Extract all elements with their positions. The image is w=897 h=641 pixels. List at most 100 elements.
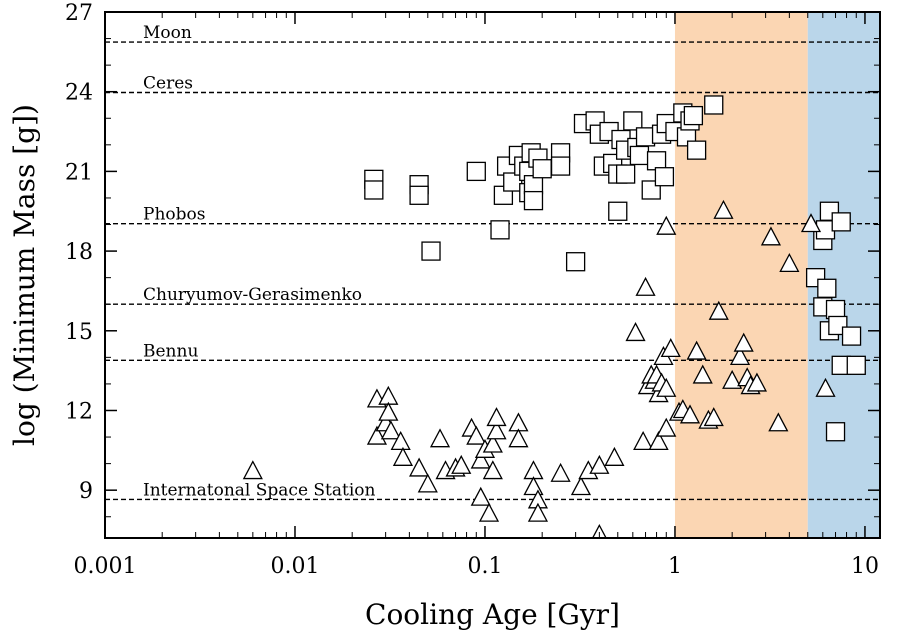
square-point-32: [615, 164, 636, 184]
triangle-point-69: [779, 252, 800, 273]
triangle-point-58: [703, 407, 724, 427]
triangle-point-63: [733, 332, 754, 352]
triangle-point-0: [242, 460, 263, 480]
square-point-54: [817, 278, 837, 298]
triangle-point-54: [679, 404, 701, 424]
y-tick-label-1: 12: [65, 399, 93, 424]
triangle-point-70: [800, 213, 822, 233]
axis-ticks: 0.001 0.01 0.1 1 10 9 12 15 18 21 24 27: [65, 1, 880, 579]
x-tick-label-4: 10: [851, 554, 879, 579]
triangle-point-67: [760, 226, 782, 246]
triangle-point-38: [633, 430, 654, 451]
triangle-point-60: [713, 199, 734, 219]
square-point-33: [623, 111, 643, 131]
plot-frame: [104, 11, 881, 539]
y-tick-label-6: 27: [65, 1, 93, 26]
triangle-point-4: [378, 385, 399, 405]
reference-label-2: Phobos: [143, 205, 205, 225]
x-tick-label-1: 0.01: [270, 554, 319, 579]
triangle-point-14: [451, 454, 472, 474]
triangle-point-61: [722, 369, 743, 389]
square-point-6: [490, 220, 510, 240]
triangle-point-36: [604, 446, 625, 466]
square-point-52: [831, 212, 851, 232]
triangle-point-6: [380, 420, 402, 440]
shaded-region-0: [674, 12, 808, 538]
triangle-point-59: [708, 300, 729, 320]
reference-label-5: Internatonal Space Station: [143, 480, 376, 500]
triangle-point-66: [746, 372, 768, 392]
y-tick-label-5: 24: [65, 81, 93, 106]
square-point-61: [846, 355, 866, 375]
triangle-point-10: [417, 473, 438, 493]
triangle-point-21: [482, 460, 503, 480]
square-point-1: [364, 180, 384, 200]
triangle-point-22: [482, 433, 503, 453]
triangle-point-71: [815, 377, 836, 397]
y-tick-label-3: 18: [65, 240, 93, 265]
reference-label-4: Bennu: [143, 341, 198, 361]
x-tick-label-2: 0.1: [467, 554, 502, 579]
square-point-28: [608, 201, 628, 221]
square-point-62: [825, 422, 846, 442]
reference-label-1: Ceres: [143, 73, 193, 93]
square-point-18: [532, 159, 552, 179]
triangle-point-27: [523, 460, 544, 480]
triangle-point-26: [508, 428, 529, 448]
square-point-9: [503, 172, 523, 192]
square-point-21: [565, 252, 586, 272]
triangle-point-25: [508, 412, 529, 432]
triangle-point-50: [656, 215, 677, 235]
reference-lines: Moon Ceres Phobos Churyumov-Gerasimenko Benn…: [105, 23, 880, 500]
square-point-3: [409, 185, 429, 205]
triangle-point-30: [527, 502, 549, 522]
reference-label-0: Moon: [143, 23, 192, 43]
triangle-point-56: [692, 364, 713, 384]
square-point-4: [421, 241, 441, 261]
square-point-59: [841, 326, 862, 346]
triangle-point-48: [656, 377, 677, 397]
triangle-point-35: [589, 454, 610, 474]
square-point-40: [654, 167, 675, 187]
y-tick-label-0: 9: [79, 479, 93, 504]
triangle-point-51: [660, 337, 681, 358]
triangle-point-39: [635, 276, 656, 296]
triangle-point-45: [648, 430, 669, 451]
triangle-point-34: [591, 523, 607, 538]
square-point-16: [523, 190, 544, 211]
triangle-point-49: [656, 417, 677, 437]
triangle-point-9: [409, 457, 430, 477]
triangle-point-17: [470, 449, 491, 469]
y-tick-label-4: 21: [65, 160, 93, 185]
triangle-point-7: [390, 430, 411, 451]
triangle-point-37: [625, 322, 646, 342]
square-point-46: [683, 105, 704, 126]
triangle-point-23: [486, 420, 507, 440]
triangle-point-5: [378, 401, 399, 421]
square-point-48: [704, 95, 724, 115]
x-tick-label-0: 0.001: [74, 554, 137, 579]
triangle-point-62: [729, 345, 751, 366]
y-tick-label-2: 15: [65, 320, 93, 345]
square-point-35: [629, 145, 650, 166]
y-axis-title: log (Minimum Mass [g]): [8, 104, 41, 446]
triangle-point-20: [478, 502, 500, 522]
triangle-point-11: [429, 428, 451, 448]
reference-label-3: Churyumov-Gerasimenko: [143, 285, 362, 305]
triangle-point-8: [392, 446, 414, 466]
triangle-point-18: [470, 486, 491, 506]
shaded-regions: [674, 12, 880, 538]
triangle-point-32: [570, 476, 592, 496]
triangle-point-2: [366, 425, 388, 445]
square-point-36: [635, 127, 656, 147]
triangle-point-24: [486, 407, 507, 427]
triangle-point-55: [686, 340, 707, 360]
triangle-point-68: [768, 412, 789, 432]
square-point-5: [466, 161, 486, 182]
square-point-20: [550, 156, 571, 176]
square-point-47: [686, 140, 707, 160]
triangle-point-31: [550, 462, 571, 482]
triangle-point-28: [523, 476, 544, 496]
x-tick-label-3: 1: [668, 554, 682, 579]
